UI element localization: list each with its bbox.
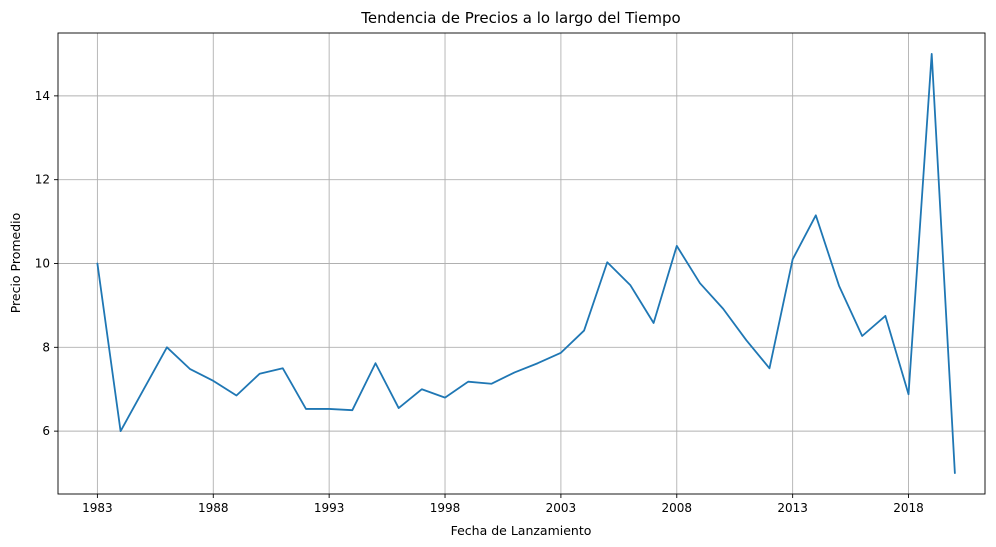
y-axis: 6 8 10 12 14 [35,89,58,438]
x-tick-label: 1988 [198,501,229,515]
x-tick-label: 2003 [546,501,577,515]
series-line [96,53,956,474]
y-tick-label: 12 [35,173,50,187]
x-axis: 1983 1988 1993 1998 2003 2008 2013 2018 [82,494,924,515]
x-tick-label: 1983 [82,501,113,515]
x-tick-label: 1998 [430,501,461,515]
chart-title: Tendencia de Precios a lo largo del Tiem… [360,9,680,27]
x-tick-label: 2013 [777,501,808,515]
y-tick-label: 6 [42,424,50,438]
y-tick-label: 10 [35,257,50,271]
grid [58,33,985,494]
series-group [96,53,956,474]
x-tick-label: 2008 [661,501,692,515]
x-axis-label: Fecha de Lanzamiento [451,523,592,538]
x-tick-label: 1993 [314,501,345,515]
y-tick-label: 8 [42,340,50,354]
x-tick-label: 2018 [893,501,924,515]
y-axis-label: Precio Promedio [8,213,23,314]
y-tick-label: 14 [35,89,50,103]
